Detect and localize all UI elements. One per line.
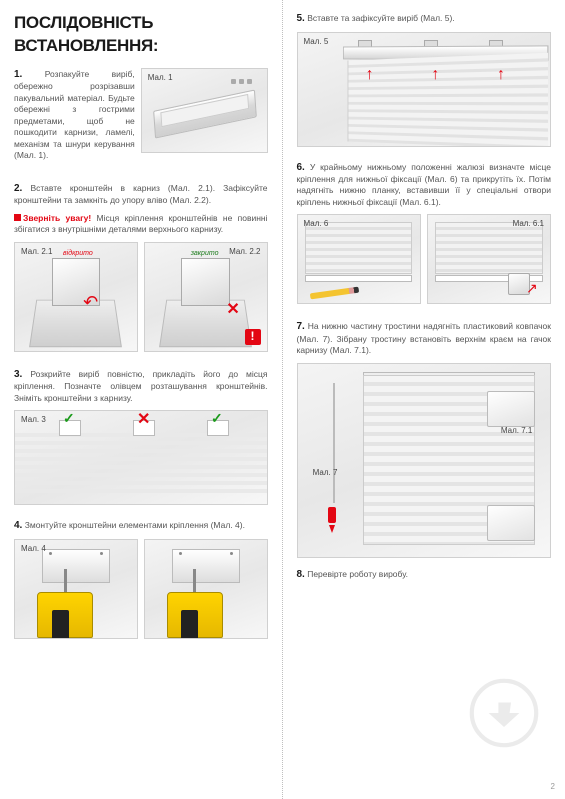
step4-body: Змонтуйте кронштейни елементами кріпленн… (25, 520, 245, 530)
fig22-label: Мал. 2.2 (229, 247, 260, 258)
step2-warning: Зверніть увагу! Місця кріплення кронштей… (14, 213, 268, 236)
step8-num: 8. (297, 569, 305, 580)
red-arrow-up-icon: ↑ (431, 64, 439, 86)
step1-block: 1. Розпакуйте виріб, обережно розрізавши… (14, 68, 268, 168)
figure-4-pair: Мал. 4 (14, 539, 268, 639)
step3-num: 3. (14, 369, 22, 380)
step4-num: 4. (14, 520, 22, 531)
right-column: 5. Вставте та зафіксуйте виріб (Мал. 5).… (283, 0, 565, 799)
warning-badge-icon: ! (245, 329, 261, 345)
warning-square-icon (14, 214, 21, 221)
figure-5: Мал. 5 ↑ ↑ ↑ (297, 32, 552, 147)
page-number: 2 (551, 782, 555, 793)
step2-body: Вставте кронштейн в карниз (Мал. 2.1). З… (14, 183, 268, 206)
fig71-label: Мал. 7.1 (501, 426, 532, 437)
fig6-label: Мал. 6 (304, 219, 329, 230)
figure-4a: Мал. 4 (14, 539, 138, 639)
x-icon: ✕ (137, 410, 150, 431)
step2-text: 2. Вставте кронштейн в карниз (Мал. 2.1)… (14, 182, 268, 207)
open-label: відкрито (63, 249, 93, 258)
fig4-label: Мал. 4 (21, 544, 46, 555)
step8-body: Перевірте роботу виробу. (307, 569, 408, 579)
step7-body: На нижню частину тростини надягніть плас… (297, 321, 552, 355)
step6-num: 6. (297, 162, 305, 173)
red-x-icon: ✕ (226, 299, 239, 321)
figure-6-1: Мал. 6.1 ↗ (427, 214, 551, 304)
step3-text: 3. Розкрийте виріб повністю, прикладіть … (14, 368, 268, 404)
closed-label: закрито (191, 249, 219, 258)
fig21-label: Мал. 2.1 (21, 247, 52, 258)
check-icon: ✓ (211, 410, 223, 428)
step4-text: 4. Змонтуйте кронштейни елементами кріпл… (14, 519, 268, 533)
wand-cap-icon (328, 507, 336, 523)
figure-6: Мал. 6 (297, 214, 421, 304)
figure-6-pair: Мал. 6 Мал. 6.1 ↗ (297, 214, 552, 304)
fig7-label: Мал. 7 (313, 468, 338, 479)
red-arrow-icon: ↗ (526, 279, 538, 298)
figure-2-pair: Мал. 2.1 відкрито ↶ Мал. 2.2 закрито ✕ ! (14, 242, 268, 352)
check-icon: ✓ (63, 410, 75, 428)
step8-text: 8. Перевірте роботу виробу. (297, 568, 552, 582)
figure-1: Мал. 1 (141, 68, 268, 153)
figure-3: Мал. 3 ✓ ✕ ✓ (14, 410, 268, 505)
step6-body: У крайньому нижньому положенні жалюзі ви… (297, 162, 552, 207)
step2-num: 2. (14, 183, 22, 194)
red-arrow-icon: ↶ (83, 290, 98, 314)
step7-num: 7. (297, 321, 305, 332)
figure-7: Мал. 7 Мал. 7.1 (297, 363, 552, 558)
detail-7-1-bottom (487, 505, 535, 541)
fig5-label: Мал. 5 (304, 37, 329, 48)
wand-icon (333, 383, 335, 503)
step1-body: Розпакуйте виріб, обережно розрізавши па… (14, 69, 135, 160)
fig3-label: Мал. 3 (21, 415, 46, 426)
fig1-parts (231, 79, 252, 84)
figure-4b (144, 539, 268, 639)
detail-7-1-top (487, 391, 535, 427)
step2-warn-label: Зверніть увагу! (23, 213, 91, 223)
main-title: ПОСЛІДОВНІСТЬ ВСТАНОВЛЕННЯ: (14, 12, 268, 58)
fig1-label: Мал. 1 (148, 73, 173, 84)
pencil-icon (310, 287, 359, 300)
step7-text: 7. На нижню частину тростини надягніть п… (297, 320, 552, 356)
red-arrow-up-icon: ↑ (366, 64, 374, 86)
figure-2-2: Мал. 2.2 закрито ✕ ! (144, 242, 268, 352)
step5-text: 5. Вставте та зафіксуйте виріб (Мал. 5). (297, 12, 552, 26)
step5-body: Вставте та зафіксуйте виріб (Мал. 5). (307, 13, 454, 23)
fig1-rail (153, 90, 257, 139)
figure-2-1: Мал. 2.1 відкрито ↶ (14, 242, 138, 352)
step5-num: 5. (297, 13, 305, 24)
left-column: ПОСЛІДОВНІСТЬ ВСТАНОВЛЕННЯ: 1. Розпакуйт… (0, 0, 283, 799)
step6-text: 6. У крайньому нижньому положенні жалюзі… (297, 161, 552, 209)
fig61-label: Мал. 6.1 (513, 219, 544, 230)
step3-body: Розкрийте виріб повністю, прикладіть йог… (14, 369, 268, 403)
step1-num: 1. (14, 69, 22, 80)
red-arrow-up-icon: ↑ (497, 64, 505, 86)
step1-text: 1. Розпакуйте виріб, обережно розрізавши… (14, 68, 135, 162)
